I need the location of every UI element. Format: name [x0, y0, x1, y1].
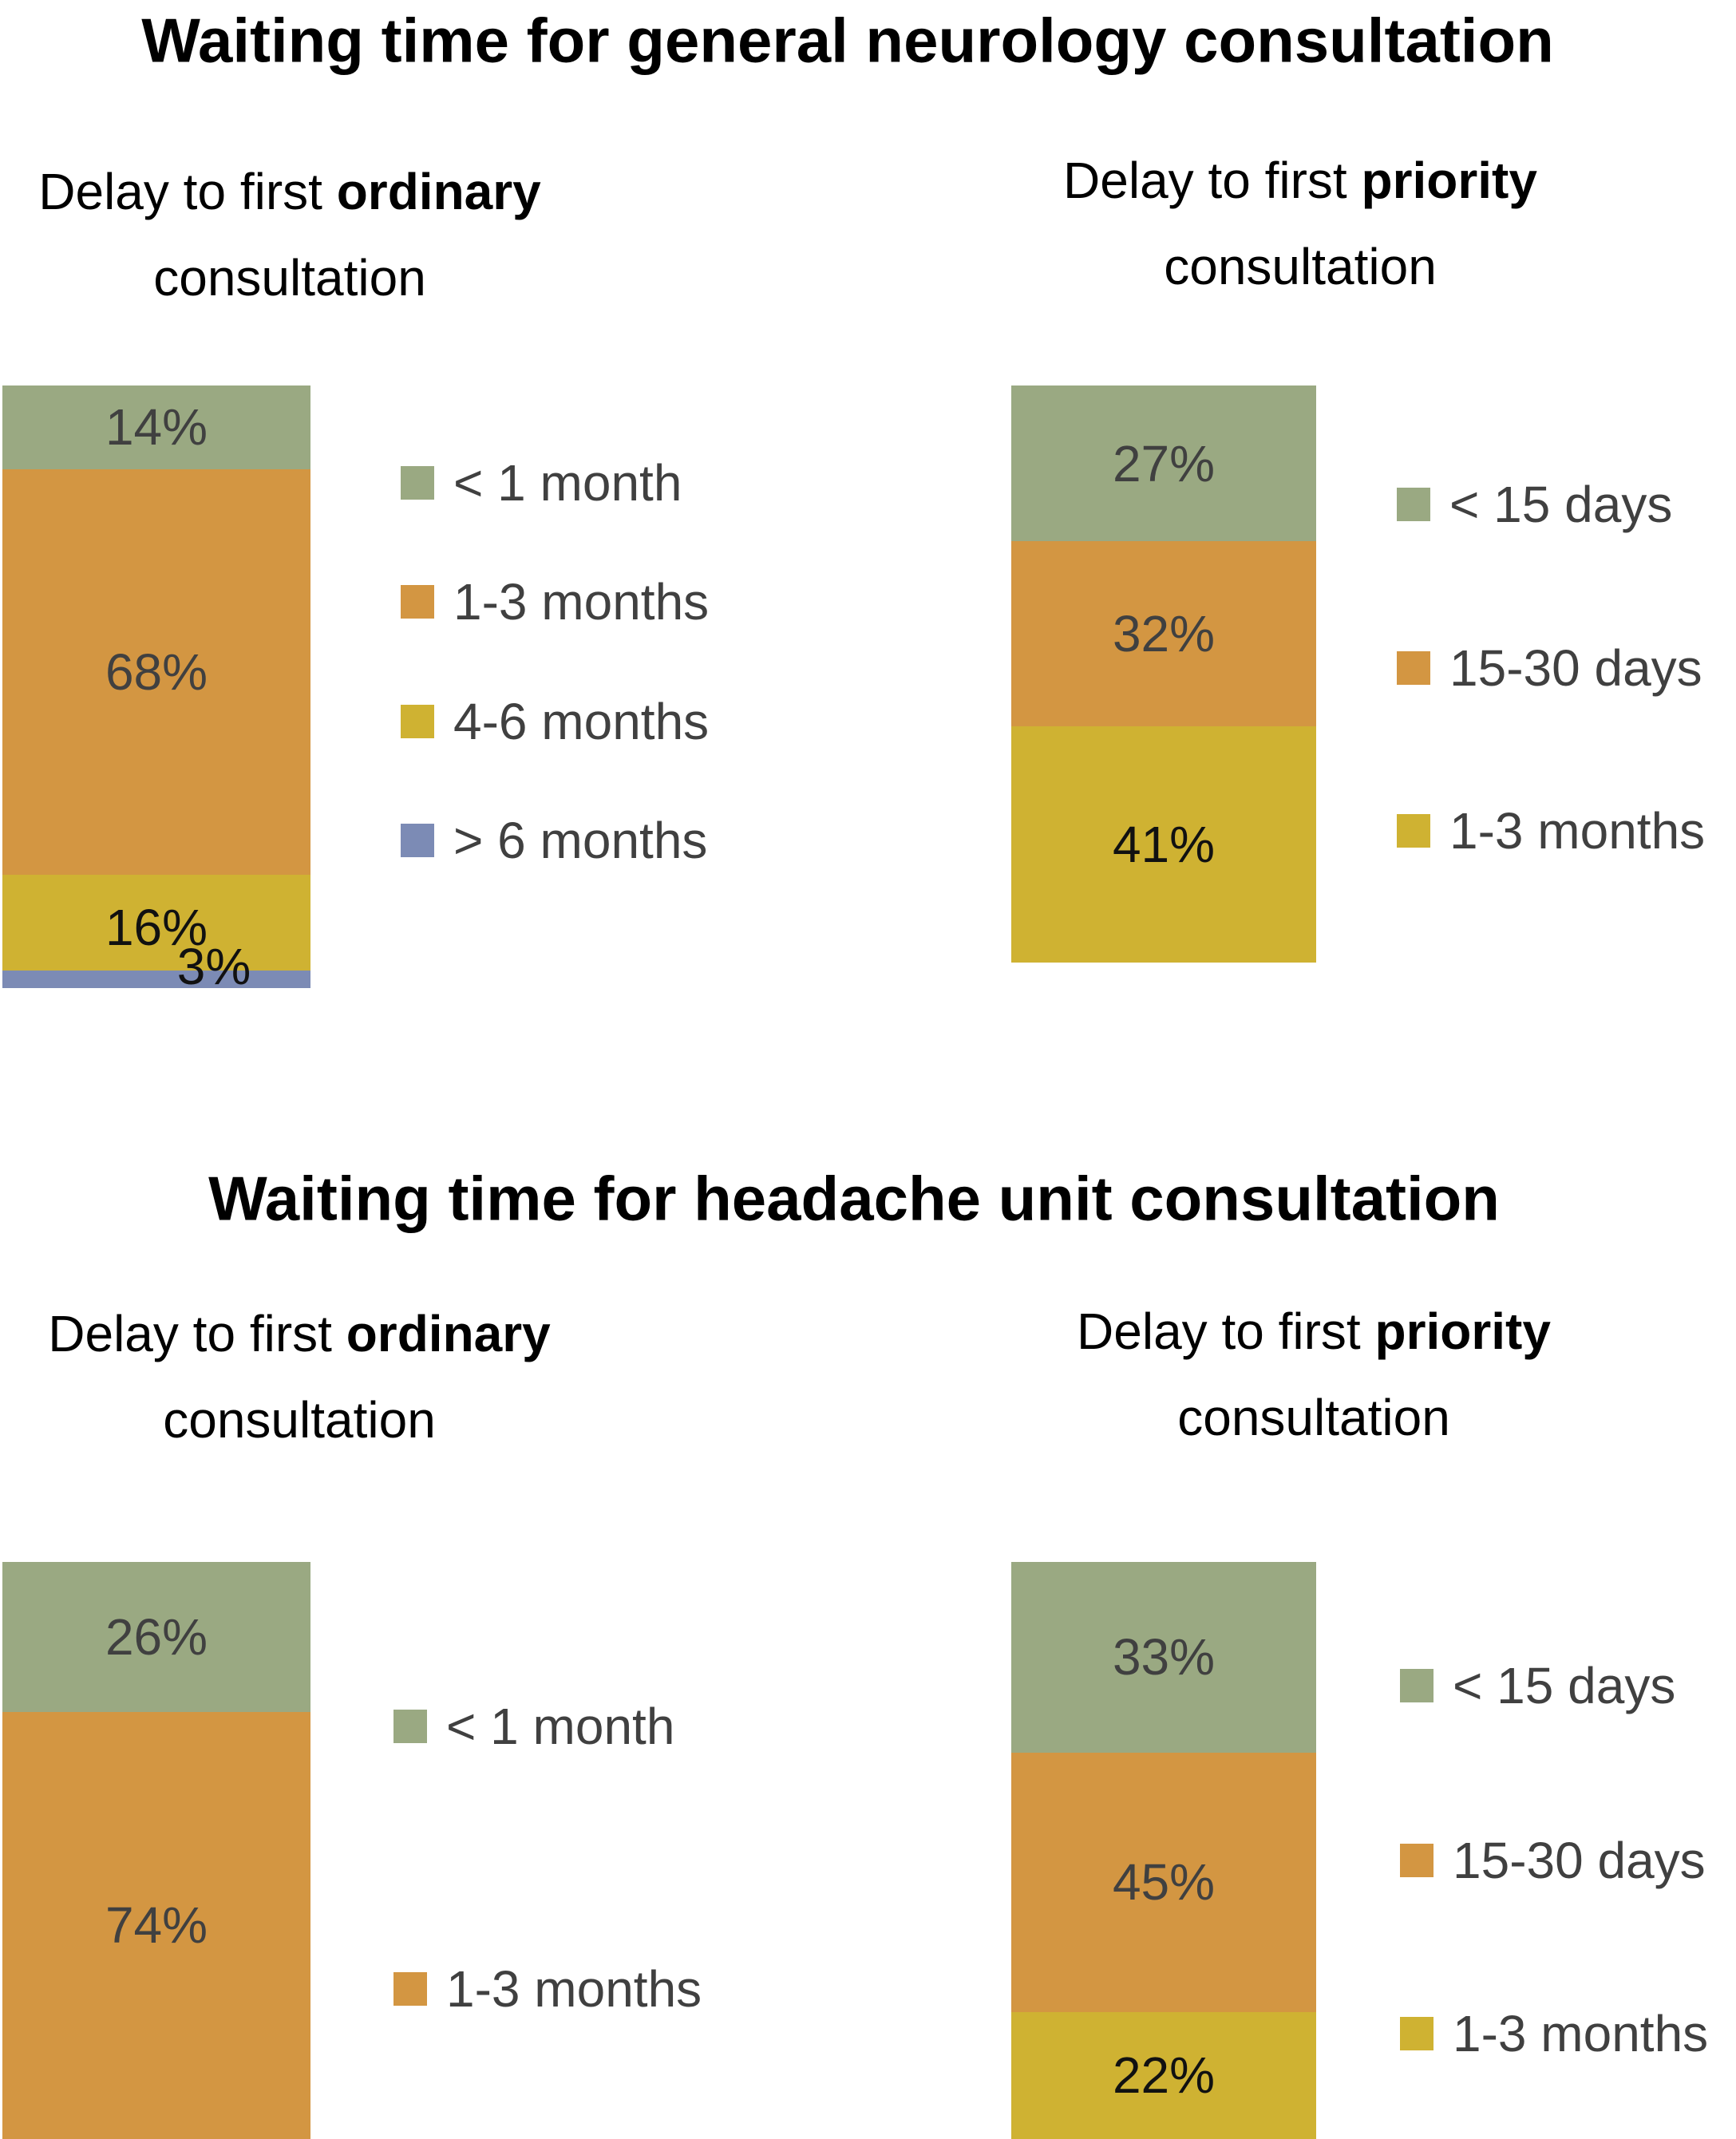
subtitle-text: consultation: [163, 1391, 436, 1449]
legend-swatch: [1397, 651, 1430, 685]
legend-label: > 6 months: [453, 812, 708, 869]
legend-swatch: [1400, 2017, 1433, 2050]
legend-label: < 1 month: [453, 454, 682, 512]
bar-segment: [1011, 1562, 1316, 1753]
data-label: 3%: [176, 938, 251, 995]
legend-label: 1-3 months: [1449, 802, 1706, 860]
subtitle-text: consultation: [153, 249, 426, 306]
data-label: 68%: [105, 642, 208, 701]
data-label: 22%: [1112, 2046, 1216, 2105]
subtitle-bold: ordinary: [346, 1305, 551, 1362]
legend-label: 15-30 days: [1449, 639, 1702, 697]
legend-label: 1-3 months: [453, 573, 710, 631]
bar-segment: [2, 1562, 310, 1712]
bar-segment: [2, 970, 310, 988]
legend-swatch: [401, 705, 434, 738]
data-label: 27%: [1112, 434, 1216, 492]
bar-segment: [1011, 1752, 1316, 2012]
legend-swatch: [1400, 1844, 1433, 1877]
legend-swatch: [401, 824, 434, 857]
data-label: 16%: [105, 898, 208, 956]
data-label: 41%: [1112, 815, 1216, 873]
legend-label: 1-3 months: [446, 1960, 702, 2018]
data-label: 33%: [1112, 1628, 1216, 1686]
chart-subtitle: Delay to first priority consultation: [1077, 1288, 1551, 1461]
bar-segment: [2, 874, 310, 971]
legend-swatch: [1397, 814, 1430, 848]
subtitle-text: consultation: [1177, 1389, 1450, 1446]
data-label: 74%: [105, 1896, 208, 1955]
data-label: 45%: [1112, 1853, 1216, 1912]
subtitle-text: Delay to first: [1063, 152, 1362, 209]
subtitle-bold: priority: [1361, 152, 1537, 209]
chart-subtitle: Delay to first ordinary consultation: [38, 148, 541, 321]
bar-segment: [1011, 541, 1316, 726]
bar-segment: [1011, 385, 1316, 542]
subtitle-text: Delay to first: [38, 163, 337, 220]
data-label: 32%: [1112, 604, 1216, 662]
legend-label: 4-6 months: [453, 693, 710, 750]
chart-subtitle: Delay to first ordinary consultation: [48, 1291, 551, 1463]
bar-segment: [2, 1711, 310, 2139]
legend-swatch: [1397, 488, 1430, 521]
subtitle-text: consultation: [1164, 238, 1437, 295]
bar-segment: [2, 385, 310, 469]
legend-label: 15-30 days: [1453, 1832, 1706, 1889]
chart-subtitle: Delay to first priority consultation: [1063, 137, 1537, 310]
legend-label: < 1 month: [446, 1698, 675, 1755]
data-label: 14%: [105, 398, 208, 457]
bar-segment: [1011, 726, 1316, 963]
legend-label: < 15 days: [1449, 476, 1673, 533]
legend-swatch: [401, 466, 434, 500]
subtitle-bold: ordinary: [336, 163, 541, 220]
bar-segment: [2, 469, 310, 875]
subtitle-text: Delay to first: [1077, 1303, 1375, 1360]
subtitle-text: Delay to first: [48, 1305, 346, 1362]
legend-swatch: [1400, 1669, 1433, 1702]
legend-swatch: [393, 1972, 427, 2006]
data-label: 26%: [105, 1607, 208, 1666]
legend-swatch: [393, 1710, 427, 1743]
bar-segment: [1011, 2011, 1316, 2139]
legend-swatch: [401, 585, 434, 619]
section-title-headache-unit: Waiting time for headache unit consultat…: [208, 1163, 1500, 1234]
legend-label: < 15 days: [1453, 1657, 1676, 1714]
legend-label: 1-3 months: [1453, 2005, 1709, 2062]
section-title-general-neurology: Waiting time for general neurology consu…: [141, 5, 1554, 76]
subtitle-bold: priority: [1374, 1303, 1551, 1360]
